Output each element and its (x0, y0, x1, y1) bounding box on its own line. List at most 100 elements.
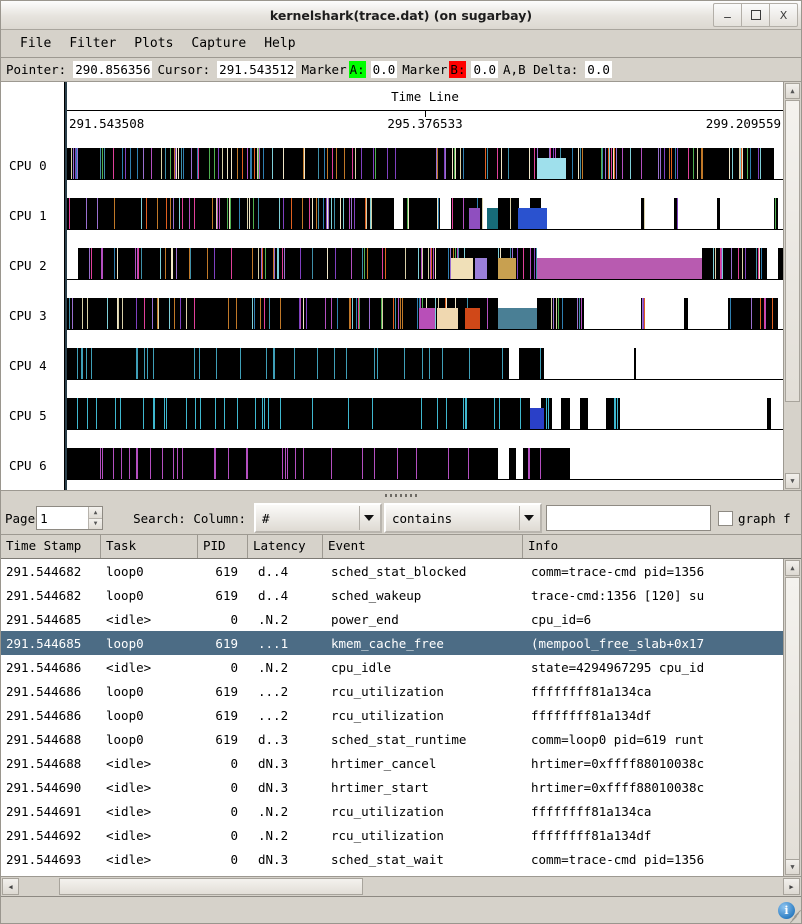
menu-plots[interactable]: Plots (134, 36, 174, 51)
cpu-task-block[interactable] (474, 258, 488, 279)
table-row[interactable]: 291.544682 loop0 619 d..4 sched_stat_blocked… (1, 559, 783, 583)
cell-ts: 291.544686 (6, 707, 82, 723)
column-header-info[interactable]: Info (528, 538, 559, 553)
cpu-event-tick (352, 298, 354, 329)
table-horizontal-scrollbar[interactable]: ◀ ▶ (1, 876, 801, 896)
cpu-event-tick (195, 398, 197, 429)
column-header-pid[interactable]: PID (198, 535, 248, 558)
menu-file[interactable]: File (20, 36, 52, 51)
cpu-event-tick (547, 398, 549, 429)
menu-help[interactable]: Help (264, 36, 296, 51)
cpu-event-tick (119, 398, 121, 429)
menu-filter[interactable]: Filter (69, 36, 117, 51)
table-row[interactable]: 291.544686 <idle> 0 .N.2 cpu_idle state=42949… (1, 655, 783, 679)
cell-evt: sched_stat_runtime (331, 731, 467, 747)
marker-b-badge[interactable]: B: (449, 61, 467, 78)
hscroll-thumb[interactable] (59, 878, 363, 895)
maximize-button[interactable] (741, 3, 770, 27)
cpu-event-tick (144, 348, 146, 379)
scroll-up-icon[interactable]: ▲ (785, 83, 800, 99)
cpu-event-tick (191, 148, 193, 179)
cpu-event-tick (295, 448, 297, 479)
search-operator-select[interactable]: contains (384, 503, 542, 533)
table-scroll-thumb[interactable] (785, 577, 800, 869)
pane-splitter[interactable] (1, 491, 801, 502)
table-row[interactable]: 291.544685 loop0 619 ...1 kmem_cache_free (me… (1, 631, 783, 655)
table-body[interactable]: 291.544682 loop0 619 d..4 sched_stat_blocked… (1, 559, 783, 876)
table-row[interactable]: 291.544690 <idle> 0 dN.3 hrtimer_start hrtime… (1, 775, 783, 799)
axis-tick-end: 299.209559 (705, 116, 781, 131)
cpu-event-tick (760, 248, 762, 279)
search-column-select[interactable]: # (254, 503, 382, 533)
table-row[interactable]: 291.544688 loop0 619 d..3 sched_stat_runtime… (1, 727, 783, 751)
cpu-task-block[interactable] (465, 308, 480, 329)
cpu-plot-row[interactable] (67, 348, 783, 380)
table-row[interactable]: 291.544692 <idle> 0 .N.2 rcu_utilization ffff… (1, 823, 783, 847)
info-icon[interactable]: i (778, 901, 795, 919)
table-row[interactable]: 291.544693 <idle> 0 dN.3 sched_stat_wait comm… (1, 847, 783, 871)
marker-a-badge[interactable]: A: (348, 61, 366, 78)
graph-vertical-scrollbar[interactable]: ▲ ▼ (783, 82, 801, 490)
graph-follows-checkbox-wrap[interactable]: graph f (718, 510, 791, 526)
page-stepper[interactable]: ▲ ▼ (36, 506, 104, 530)
cpu-plot-row[interactable] (67, 298, 783, 330)
cpu-event-tick (729, 298, 731, 329)
cpu-plot-row[interactable] (67, 248, 783, 280)
cpu-plot-row[interactable] (67, 448, 783, 480)
cpu-task-block[interactable] (436, 308, 459, 329)
cpu-plot-row[interactable] (67, 398, 783, 430)
page-stepper-buttons[interactable]: ▲ ▼ (88, 507, 103, 529)
cpu-event-tick (235, 298, 237, 329)
cpu-plot-row[interactable] (67, 148, 783, 180)
cpu-plot-row[interactable] (67, 198, 783, 230)
cpu-task-block[interactable] (487, 208, 498, 229)
table-row[interactable]: 291.544694<idle>0d..3sched_switchswapper… (1, 871, 783, 877)
cpu-task-block[interactable] (517, 208, 547, 229)
search-input[interactable] (546, 505, 711, 531)
table-scroll-up-icon[interactable]: ▲ (785, 560, 800, 576)
page-increment-icon[interactable]: ▲ (89, 507, 103, 519)
scroll-down-icon[interactable]: ▼ (785, 473, 800, 489)
cpu-task-block[interactable] (537, 158, 566, 179)
menu-capture[interactable]: Capture (191, 36, 247, 51)
table-row[interactable]: 291.544688 <idle> 0 dN.3 hrtimer_cancel hrtim… (1, 751, 783, 775)
table-row[interactable]: 291.544691 <idle> 0 .N.2 rcu_utilization ffff… (1, 799, 783, 823)
cpu-task-block[interactable] (469, 208, 480, 229)
column-header-timestamp[interactable]: Time Stamp (1, 535, 101, 558)
cell-pid: 619 (215, 635, 238, 651)
table-row[interactable]: 291.544686 loop0 619 ...2 rcu_utilization fff… (1, 703, 783, 727)
cpu-task-block[interactable] (451, 258, 473, 279)
graph-scroll-thumb[interactable] (785, 100, 800, 402)
cpu-task-block[interactable] (530, 408, 545, 429)
cpu-event-tick (370, 198, 372, 229)
table-scroll-down-icon[interactable]: ▼ (785, 859, 800, 875)
cpu-event-tick (436, 148, 438, 179)
column-header-task[interactable]: Task (101, 535, 198, 558)
timeline-plot-column[interactable]: Time Line 291.543508 295.376533 299.2095… (65, 82, 783, 490)
table-vertical-scrollbar[interactable]: ▲ ▼ (783, 559, 801, 876)
timeline-title: Time Line (67, 82, 783, 111)
table-row[interactable]: 291.544686 loop0 619 ...2 rcu_utilization fff… (1, 679, 783, 703)
page-input[interactable] (37, 507, 89, 529)
close-button[interactable]: X (769, 3, 798, 27)
cpu-task-block[interactable] (497, 308, 538, 329)
column-header-event[interactable]: Event (323, 535, 523, 558)
column-header-latency[interactable]: Latency (248, 535, 323, 558)
cpu-event-tick (301, 198, 303, 229)
scroll-left-icon[interactable]: ◀ (2, 878, 19, 895)
graph-follows-checkbox[interactable] (718, 510, 733, 526)
table-row[interactable]: 291.544685 <idle> 0 .N.2 power_end cpu_id=6 (1, 607, 783, 631)
table-row[interactable]: 291.544682 loop0 619 d..4 sched_wakeup trace-… (1, 583, 783, 607)
scroll-right-icon[interactable]: ▶ (783, 878, 800, 895)
search-operator-value: contains (392, 510, 453, 526)
cpu-task-block[interactable] (418, 308, 435, 329)
cpu-baseline (67, 179, 783, 180)
cell-info: cpu_id=6 (531, 611, 592, 627)
cpu-task-block[interactable] (497, 258, 516, 279)
page-decrement-icon[interactable]: ▼ (89, 518, 103, 529)
minimize-button[interactable]: _ (713, 3, 742, 27)
cpu-event-tick (463, 198, 465, 229)
cpu-task-block[interactable] (537, 258, 703, 279)
cpu-event-tick (369, 298, 371, 329)
resize-grip-icon[interactable] (788, 909, 802, 924)
